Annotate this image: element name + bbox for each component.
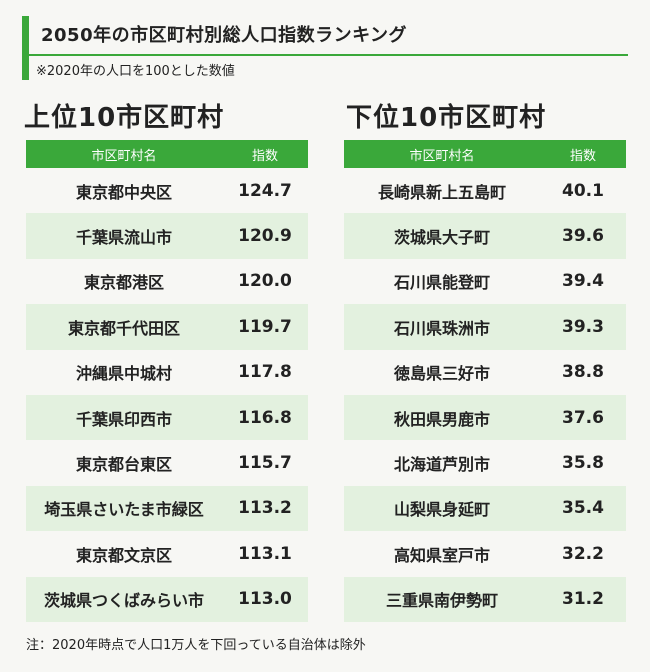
- municipality-name: 東京都文京区: [75, 545, 172, 565]
- municipality-name: 千葉県流山市: [75, 228, 172, 248]
- municipality-name: 高知県室戸市: [393, 545, 490, 565]
- index-value: 113.2: [238, 498, 292, 519]
- table-row: 山梨県身延町 35.4: [344, 485, 626, 532]
- page-title: 2050年の市区町村別総人口指数ランキング: [41, 25, 408, 46]
- municipality-name: 徳島県三好市: [393, 364, 490, 384]
- index-value: 35.4: [562, 498, 604, 519]
- municipality-name: 埼玉県さいたま市緑区: [44, 500, 204, 520]
- column-header-index: 指数: [569, 148, 596, 164]
- index-value: 113.1: [238, 543, 292, 564]
- table-row: 千葉県流山市 120.9: [26, 213, 308, 259]
- index-value: 113.0: [238, 589, 292, 610]
- index-value: 117.8: [238, 362, 292, 383]
- table-row: 徳島県三好市 38.8: [344, 350, 626, 395]
- index-value: 115.7: [238, 453, 292, 474]
- index-value: 119.7: [238, 316, 292, 337]
- municipality-name: 石川県能登町: [393, 273, 490, 293]
- index-value: 38.8: [562, 362, 604, 383]
- index-value: 120.0: [238, 271, 292, 292]
- index-value: 39.4: [562, 271, 604, 292]
- index-value: 32.2: [562, 543, 604, 564]
- municipality-name: 山梨県身延町: [393, 500, 490, 520]
- column-header-name: 市区町村名: [409, 148, 475, 164]
- table-row: 三重県南伊勢町 31.2: [344, 576, 626, 622]
- table-row: 沖縄県中城村 117.8: [26, 350, 308, 395]
- table-row: 東京都千代田区 119.7: [26, 304, 308, 350]
- table-row: 東京都中央区 124.7: [26, 168, 308, 213]
- municipality-name: 千葉県印西市: [75, 409, 172, 429]
- table-row: 千葉県印西市 116.8: [26, 394, 308, 441]
- index-value: 39.6: [562, 226, 604, 247]
- municipality-name: 石川県珠洲市: [393, 318, 490, 338]
- table-row: 長崎県新上五島町 40.1: [344, 168, 626, 213]
- subtitle-note: ※2020年の人口を100とした数値: [36, 64, 235, 79]
- municipality-name: 茨城県つくばみらい市: [43, 591, 204, 611]
- footnote: 注：2020年時点で人口1万人を下回っている自治体は除外: [26, 638, 366, 653]
- index-value: 39.3: [562, 316, 604, 337]
- municipality-name: 長崎県新上五島町: [377, 182, 506, 202]
- table-row: 茨城県大子町 39.6: [344, 213, 626, 259]
- municipality-name: 沖縄県中城村: [75, 364, 172, 384]
- municipality-name: 秋田県男鹿市: [393, 409, 490, 429]
- column-header-name: 市区町村名: [91, 148, 157, 164]
- municipality-name: 東京都中央区: [75, 182, 172, 202]
- table-row: 高知県室戸市 32.2: [344, 531, 626, 576]
- index-value: 31.2: [562, 589, 604, 610]
- municipality-name: 三重県南伊勢町: [385, 591, 498, 611]
- title-bar: 2050年の市区町村別総人口指数ランキング: [22, 16, 628, 56]
- table-row: 東京都文京区 113.1: [26, 531, 308, 576]
- table-row: 北海道芦別市 35.8: [344, 440, 626, 485]
- index-value: 40.1: [562, 180, 604, 201]
- table-row: 秋田県男鹿市 37.6: [344, 394, 626, 441]
- top-ranking-table: 市区町村名 指数 東京都中央区 124.7 千葉県流山市 120.9 東京都港区 12…: [26, 140, 308, 622]
- municipality-name: 東京都千代田区: [67, 318, 180, 338]
- table-header: 市区町村名 指数: [26, 140, 308, 168]
- municipality-name: 東京都台東区: [75, 455, 172, 475]
- municipality-name: 茨城県大子町: [393, 228, 490, 248]
- accent-bar: [22, 56, 29, 80]
- table-row: 東京都港区 120.0: [26, 259, 308, 304]
- table-header: 市区町村名 指数: [344, 140, 626, 168]
- column-header-index: 指数: [251, 148, 278, 164]
- bottom-ranking-table: 市区町村名 指数 長崎県新上五島町 40.1 茨城県大子町 39.6 石川県能登町 3…: [344, 140, 626, 622]
- index-value: 116.8: [238, 407, 292, 428]
- municipality-name: 東京都港区: [83, 273, 164, 293]
- index-value: 35.8: [562, 453, 604, 474]
- bottom-ranking-heading: 下位10市区町村: [346, 103, 547, 133]
- table-row: 東京都台東区 115.7: [26, 440, 308, 485]
- table-row: 茨城県つくばみらい市 113.0: [26, 576, 308, 622]
- top-ranking-heading: 上位10市区町村: [24, 103, 225, 133]
- index-value: 37.6: [562, 407, 604, 428]
- table-row: 埼玉県さいたま市緑区 113.2: [26, 485, 308, 532]
- index-value: 124.7: [238, 180, 292, 201]
- index-value: 120.9: [238, 226, 292, 247]
- table-row: 石川県珠洲市 39.3: [344, 304, 626, 350]
- municipality-name: 北海道芦別市: [393, 455, 490, 475]
- table-row: 石川県能登町 39.4: [344, 259, 626, 304]
